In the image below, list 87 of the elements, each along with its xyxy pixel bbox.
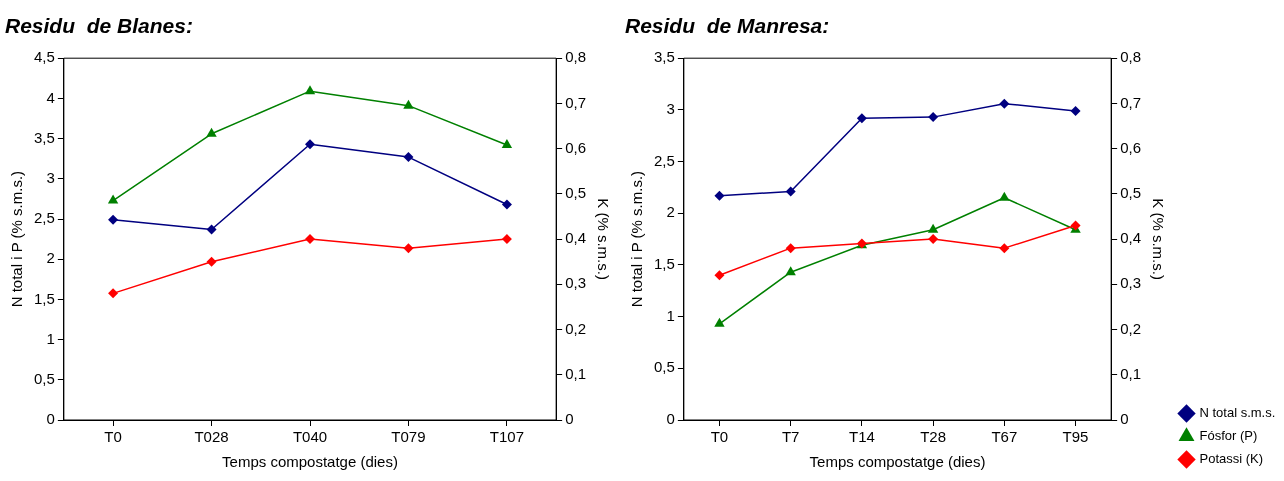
point xyxy=(107,194,119,204)
point xyxy=(999,98,1010,109)
y-tick-label: 3,5 xyxy=(33,128,55,146)
y-tick-label: 4,5 xyxy=(33,48,55,66)
y2-tick-label: 0,2 xyxy=(565,319,587,337)
y2-tick-label: 0,6 xyxy=(1120,138,1142,156)
point xyxy=(714,270,725,281)
y-tick-label: 4 xyxy=(46,88,55,106)
x-tick-label: T107 xyxy=(489,428,525,446)
point xyxy=(108,214,119,225)
legend-label: Potassi (K) xyxy=(1199,451,1264,467)
y2-tick-label: 0,2 xyxy=(1120,319,1142,337)
point xyxy=(714,317,725,327)
y-tick-label: 1,5 xyxy=(33,289,55,307)
y2-tick-label: 0,5 xyxy=(565,184,587,202)
point xyxy=(928,234,939,245)
point xyxy=(501,234,512,245)
y2-tick-label: 0,4 xyxy=(1120,229,1142,247)
x-tick-label: T7 xyxy=(781,428,800,446)
point xyxy=(1070,105,1081,116)
point xyxy=(304,85,316,95)
point xyxy=(785,243,796,254)
y2-tick-label: 0,5 xyxy=(1120,184,1142,202)
y2-tick-label: 0,3 xyxy=(565,274,587,292)
x-tick-label: T95 xyxy=(1062,428,1089,446)
point xyxy=(305,234,315,245)
point xyxy=(501,199,512,210)
y-tick-label: 2,5 xyxy=(653,151,675,169)
legend-label: N total s.m.s. xyxy=(1199,405,1276,421)
point xyxy=(927,223,939,233)
y2-tick-label: 0,1 xyxy=(1120,364,1142,382)
y-tick-label: 3 xyxy=(46,168,55,186)
x-tick-label: T0 xyxy=(710,428,729,446)
y-tick-label: 0 xyxy=(666,410,675,428)
point xyxy=(305,139,315,150)
y-tick-label: 0,5 xyxy=(653,358,675,376)
y2-tick-label: 0,8 xyxy=(1120,48,1142,66)
point xyxy=(403,99,414,109)
point xyxy=(714,190,725,201)
y2-tick-label: 0,1 xyxy=(565,364,587,382)
y-tick-label: 1 xyxy=(666,306,675,324)
y-tick-label: 2 xyxy=(666,203,675,221)
point xyxy=(999,191,1010,201)
y-axis-title: N total i P (% s.m.s.) xyxy=(8,170,26,308)
point xyxy=(501,139,513,149)
x-axis-title: Temps compostatge (dies) xyxy=(222,453,398,471)
point xyxy=(785,186,796,197)
x-tick-label: T079 xyxy=(391,428,426,446)
y-tick-label: 0,5 xyxy=(33,369,55,387)
point xyxy=(206,256,217,267)
x-tick-label: T0 xyxy=(104,428,122,446)
point xyxy=(206,127,217,137)
point xyxy=(206,224,217,235)
x-tick-label: T14 xyxy=(848,428,875,446)
y2-tick-label: 0,3 xyxy=(1120,274,1142,292)
point xyxy=(403,243,414,254)
point xyxy=(403,152,414,163)
point xyxy=(999,243,1010,254)
y-axis-title: N total i P (% s.m.s.) xyxy=(628,170,646,308)
x-tick-label: T028 xyxy=(194,428,229,446)
y2-tick-label: 0,7 xyxy=(565,93,587,111)
x-tick-label: T67 xyxy=(991,428,1018,446)
y-tick-label: 3,5 xyxy=(653,48,675,66)
x-axis-title: Temps compostatge (dies) xyxy=(809,453,986,471)
legend-label: Fósfor (P) xyxy=(1199,428,1258,444)
y2-tick-label: 0,6 xyxy=(565,138,587,156)
y2-axis-title: K (% s.m.s.) xyxy=(594,198,612,280)
point xyxy=(856,113,867,124)
point xyxy=(108,288,119,299)
chart-title: Residu de Manresa: xyxy=(625,14,830,38)
y2-tick-label: 0,4 xyxy=(565,229,587,247)
y2-tick-label: 0 xyxy=(1120,410,1129,428)
y2-tick-label: 0,8 xyxy=(565,48,587,66)
y-tick-label: 2 xyxy=(46,249,55,267)
y-tick-label: 1,5 xyxy=(653,255,675,273)
x-tick-label: T040 xyxy=(292,428,328,446)
y-tick-label: 2,5 xyxy=(33,209,55,227)
y2-tick-label: 0,7 xyxy=(1120,93,1142,111)
x-tick-label: T28 xyxy=(920,428,947,446)
y2-tick-label: 0 xyxy=(565,410,574,428)
point xyxy=(928,112,939,123)
chart-title: Residu de Blanes: xyxy=(5,14,193,38)
y-tick-label: 0 xyxy=(46,410,55,428)
y-tick-label: 3 xyxy=(666,100,675,118)
y2-axis-title: K (% s.m.s.) xyxy=(1149,198,1167,280)
point xyxy=(785,266,796,276)
y-tick-label: 1 xyxy=(46,329,55,347)
